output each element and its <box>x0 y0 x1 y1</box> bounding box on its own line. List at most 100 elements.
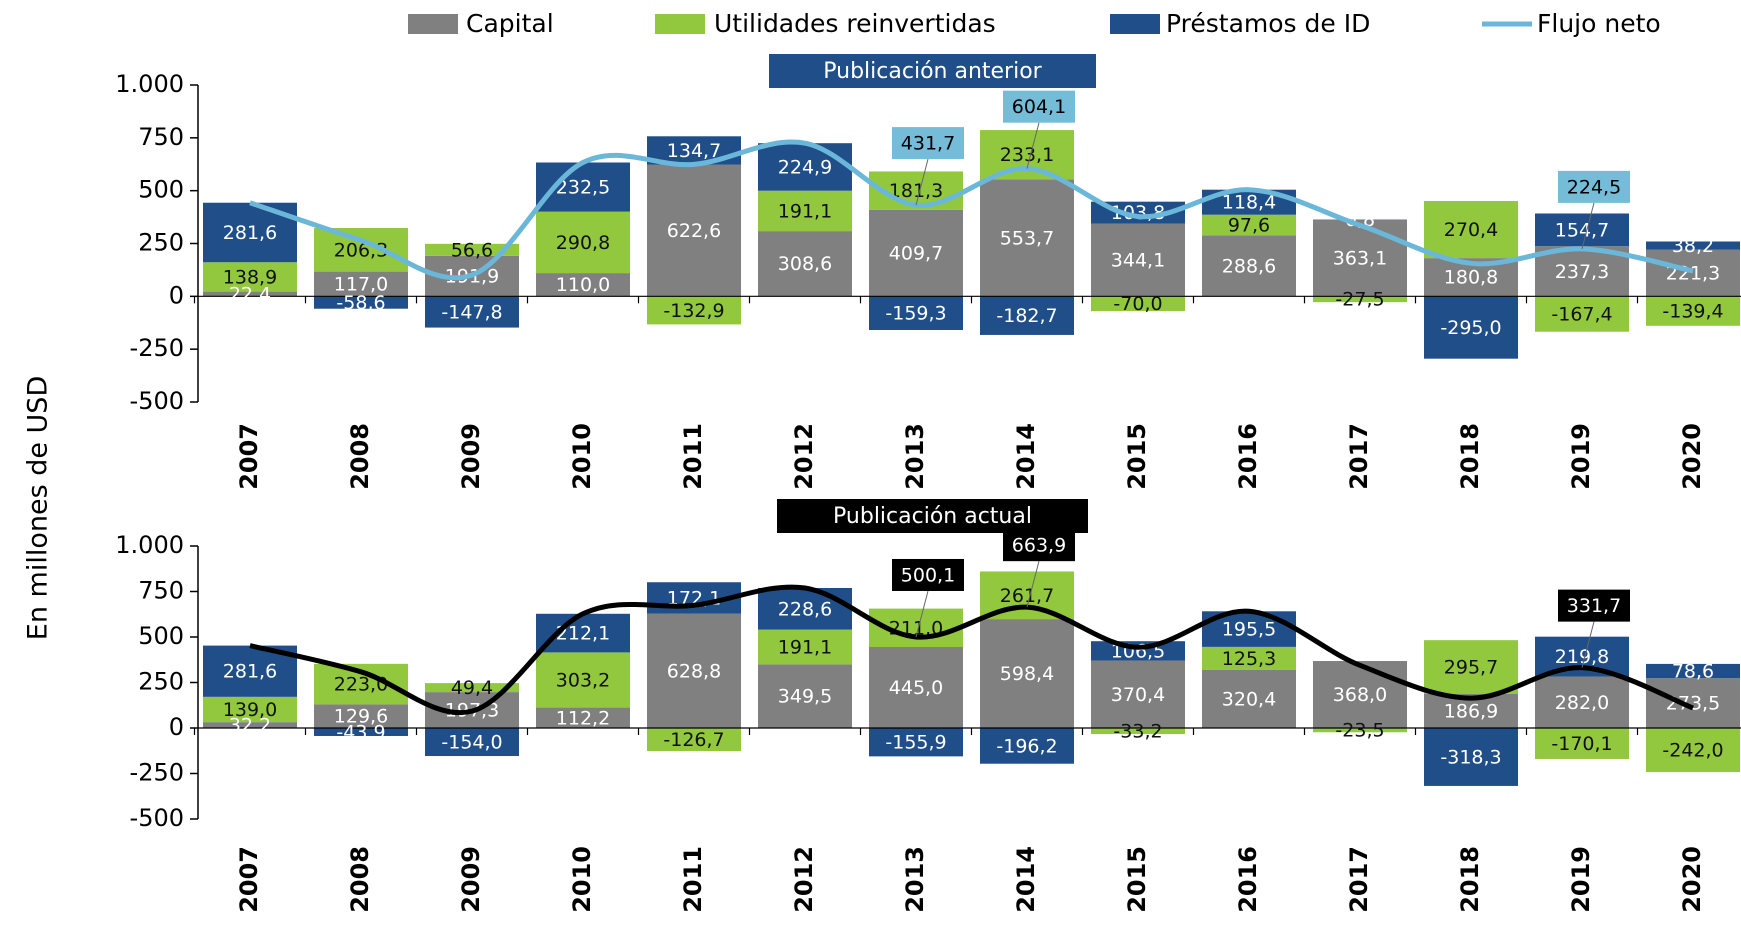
panel-title: Publicación actual <box>833 504 1032 529</box>
bar-segment <box>1091 296 1185 312</box>
bar-segment <box>758 190 852 232</box>
bar-segment <box>314 271 408 297</box>
data-label: -139,4 <box>1662 301 1723 323</box>
x-tick-label: 2014 <box>1012 846 1040 913</box>
legend-swatch <box>655 14 705 34</box>
data-label: 180,8 <box>1444 267 1498 289</box>
x-tick-label: 2012 <box>790 423 818 490</box>
data-label: 191,1 <box>778 200 832 222</box>
bar-segment <box>1091 660 1185 728</box>
bar-segment <box>203 291 297 297</box>
data-label: 237,3 <box>1555 261 1609 283</box>
panel-title-box <box>777 499 1088 533</box>
data-label: 368,0 <box>1333 684 1387 706</box>
line-series <box>249 584 1694 716</box>
data-label: 281,6 <box>223 661 277 683</box>
bar-segment <box>1091 728 1185 735</box>
bar-segment <box>425 296 519 328</box>
data-label: -295,0 <box>1440 317 1501 339</box>
data-label: 445,0 <box>889 677 943 699</box>
data-label: 273,5 <box>1666 693 1720 715</box>
bar-segment <box>980 179 1074 297</box>
data-label: -132,9 <box>663 300 724 322</box>
bar-segment <box>203 696 297 723</box>
data-label: 112,2 <box>556 707 610 729</box>
y-tick-label: -500 <box>130 387 184 415</box>
bar-segment <box>1646 296 1740 326</box>
bar-segment <box>1313 728 1407 733</box>
x-tick-label: 2008 <box>346 423 374 490</box>
data-label: 97,6 <box>1228 215 1270 237</box>
data-label: 138,9 <box>223 266 277 288</box>
data-label: 186,9 <box>1444 700 1498 722</box>
data-label: 308,6 <box>778 253 832 275</box>
bar-segment <box>758 629 852 665</box>
line-series <box>249 139 1694 281</box>
data-label: 49,4 <box>451 677 493 699</box>
legend-swatch <box>408 14 458 34</box>
x-tick-label: 2013 <box>901 423 929 490</box>
data-label: 38,2 <box>1672 235 1714 257</box>
bar-segment <box>536 613 630 653</box>
line-label-box <box>892 127 964 160</box>
data-label: -170,1 <box>1551 733 1612 755</box>
x-tick-label: 2016 <box>1234 846 1262 913</box>
label-leader <box>1581 621 1595 668</box>
data-label: -155,9 <box>885 732 946 754</box>
data-label: 195,5 <box>1222 619 1276 641</box>
legend-label: Utilidades reinvertidas <box>714 9 996 38</box>
data-label: 181,3 <box>889 180 943 202</box>
bar-segment <box>1313 219 1407 297</box>
line-data-label: 224,5 <box>1567 176 1621 198</box>
bar-segment <box>1535 296 1629 332</box>
y-tick-label: 750 <box>138 123 184 151</box>
bar-segment <box>1313 661 1407 728</box>
bar-segment <box>1202 214 1296 236</box>
data-label: 134,7 <box>667 140 721 162</box>
x-tick-label: 2007 <box>235 846 263 913</box>
bar-segment <box>536 707 630 728</box>
bar-segment <box>536 211 630 274</box>
bar-segment <box>647 613 741 728</box>
bar-segment <box>1202 235 1296 297</box>
data-label: -27,5 <box>1335 289 1384 311</box>
x-tick-label: 2013 <box>901 846 929 913</box>
bar-segment <box>980 728 1074 764</box>
data-label: 282,0 <box>1555 692 1609 714</box>
x-tick-label: 2011 <box>679 846 707 913</box>
data-label: 78,6 <box>1672 661 1714 683</box>
line-data-label: 604,1 <box>1012 96 1066 118</box>
bar-segment <box>314 296 408 309</box>
data-label: 370,4 <box>1111 684 1165 706</box>
data-label: 270,4 <box>1444 219 1498 241</box>
line-label-box <box>1558 170 1630 203</box>
data-label: -154,0 <box>441 732 502 754</box>
x-tick-label: 2020 <box>1678 846 1706 913</box>
label-leader <box>915 590 929 638</box>
bar-segment <box>980 296 1074 335</box>
bar-segment <box>1535 213 1629 247</box>
x-tick-label: 2009 <box>457 423 485 490</box>
data-label: 232,5 <box>556 177 610 199</box>
data-label: 344,1 <box>1111 249 1165 271</box>
bar-segment <box>425 243 519 256</box>
y-axis-label: En millones de USD <box>23 376 54 640</box>
data-label: 349,5 <box>778 686 832 708</box>
x-tick-label: 2018 <box>1456 846 1484 913</box>
data-label: 22,4 <box>229 283 271 305</box>
y-tick-label: 1.000 <box>115 531 184 559</box>
data-label: 363,1 <box>1333 247 1387 269</box>
x-tick-label: 2007 <box>235 423 263 490</box>
bar-segment <box>1424 728 1518 786</box>
bar-segment <box>869 647 963 728</box>
x-tick-label: 2020 <box>1678 423 1706 490</box>
data-label: 125,3 <box>1222 648 1276 670</box>
data-label: 212,1 <box>556 623 610 645</box>
bar-segment <box>647 728 741 752</box>
bar-segment <box>1535 676 1629 728</box>
data-label: 118,4 <box>1222 192 1276 214</box>
bar-segment <box>1424 640 1518 694</box>
bar-segment <box>1646 241 1740 250</box>
bar-segment <box>980 619 1074 728</box>
line-data-label: 431,7 <box>901 133 955 155</box>
